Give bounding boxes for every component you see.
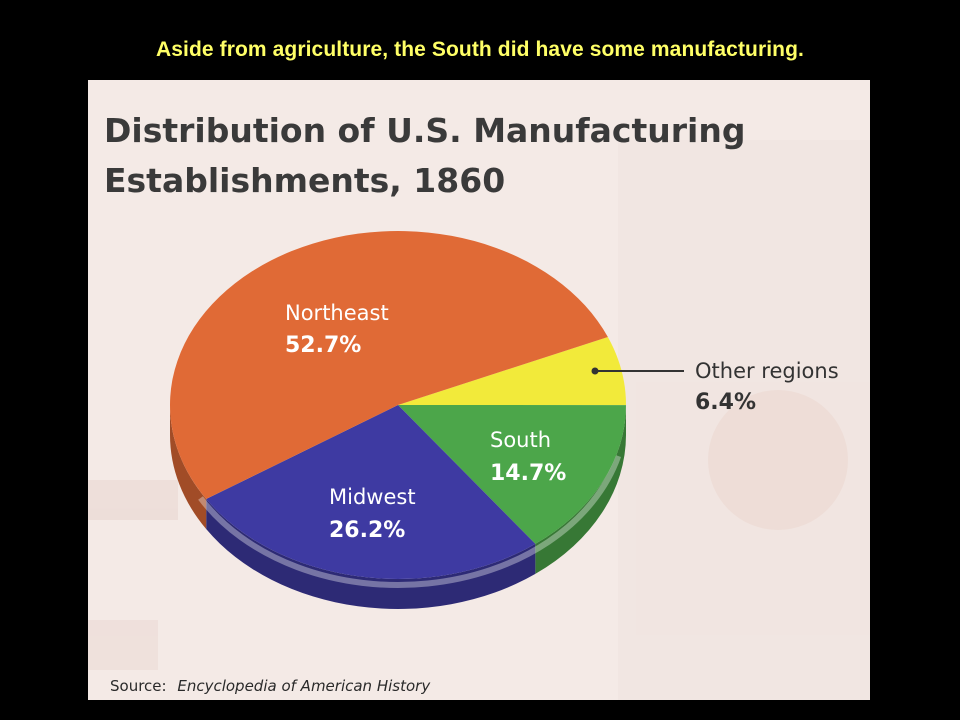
textbook-photo: Distribution of U.S. Manufacturing Estab… [88,80,870,700]
chart-title-line-2: Establishments, 1860 [104,161,505,200]
source-text: Source: Encyclopedia of American History [110,677,431,695]
slice-label-northeast: Northeast [285,301,389,325]
source-title: Encyclopedia of American History [177,677,431,695]
pie-side-south [535,405,626,574]
pie-side-walls [170,405,626,609]
chart-title: Distribution of U.S. Manufacturing Estab… [104,111,745,200]
slide-caption: Aside from agriculture, the South did ha… [156,38,804,61]
pie-side-midwest [206,499,536,609]
source-prefix: Source: [110,677,167,695]
slice-value-northeast: 52.7% [285,333,361,358]
pie-rim-highlight [198,455,622,588]
slice-value-midwest: 26.2% [329,518,405,543]
slice-value-south: 14.7% [490,461,566,486]
pie-side-northeast [170,405,207,530]
pie-slices [169,230,626,579]
pie-slice-northeast [169,230,608,500]
pie-slice-midwest [206,405,536,579]
slice-value-other-regions: 6.4% [695,390,756,415]
other-regions-callout: Other regions 6.4% [591,359,839,415]
pie-slice-south [398,405,626,544]
slice-label-other-regions: Other regions [695,359,839,383]
pie-chart: Distribution of U.S. Manufacturing Estab… [88,111,870,700]
slice-label-south: South [490,428,551,452]
background-page-texture [88,140,870,700]
source-line: Source: Encyclopedia of American History [110,677,431,695]
chart-title-line-1: Distribution of U.S. Manufacturing [104,111,745,150]
slice-label-midwest: Midwest [329,485,416,509]
pie-slice-other-regions [398,337,626,406]
slice-labels: Northeast 52.7% Midwest 26.2% South 14.7… [285,301,566,543]
